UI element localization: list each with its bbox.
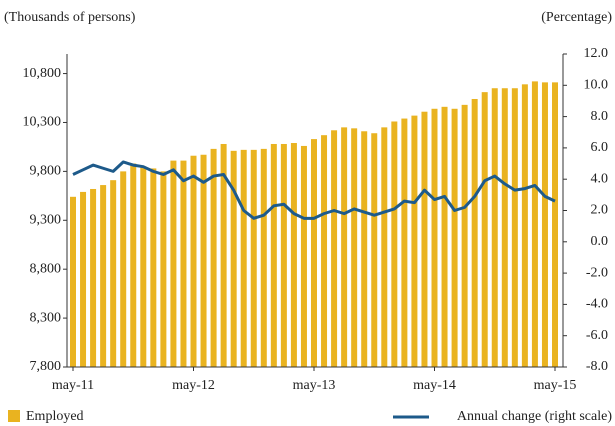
bar: [411, 115, 418, 367]
bar: [220, 143, 227, 367]
bar: [240, 149, 247, 367]
bar: [511, 88, 518, 367]
bar: [461, 104, 468, 368]
bar: [321, 135, 328, 367]
legend-swatch: [8, 410, 20, 422]
bar: [491, 88, 498, 367]
bar: [431, 108, 438, 368]
bar: [331, 130, 338, 367]
bar: [210, 148, 217, 367]
y-tick-label: 7,800: [30, 359, 62, 374]
y2-tick-label: 10.0: [584, 78, 609, 93]
bar: [100, 185, 107, 367]
bar: [300, 145, 307, 367]
bar: [471, 98, 478, 368]
bar: [361, 131, 368, 367]
y-axis-label: (Thousands of persons): [4, 10, 136, 25]
y2-tick-label: 12.0: [584, 46, 609, 61]
bar: [541, 82, 548, 367]
x-tick-label: may-11: [52, 378, 94, 393]
legend-label: Annual change (right scale): [457, 409, 612, 424]
bar: [371, 133, 378, 367]
y2-tick-label: -4.0: [586, 297, 608, 312]
bar: [160, 171, 167, 367]
bar: [70, 196, 76, 367]
bar: [120, 171, 127, 367]
y2-tick-label: 2.0: [591, 203, 609, 218]
bar: [90, 188, 97, 367]
bar: [421, 111, 428, 367]
line: [72, 160, 556, 220]
bar: [130, 163, 137, 367]
bar: [451, 108, 458, 368]
bar: [552, 82, 558, 367]
bar: [481, 92, 488, 367]
y-tick-label: 9,800: [30, 164, 62, 179]
bar: [521, 84, 528, 368]
bar: [401, 118, 408, 368]
x-tick-label: may-14: [413, 378, 456, 393]
bar: [150, 168, 157, 367]
y2-tick-label: 0.0: [591, 234, 609, 249]
y2-tick-label: -2.0: [586, 265, 608, 280]
x-tick-label: may-15: [534, 378, 577, 393]
bar: [441, 106, 448, 367]
bar: [311, 139, 317, 367]
y2-axis-label: (Percentage): [541, 10, 612, 25]
bar: [381, 127, 388, 367]
y-tick-label: 8,300: [30, 310, 62, 325]
bar: [501, 88, 508, 367]
bar: [190, 155, 197, 367]
y2-tick-label: -8.0: [586, 359, 608, 374]
bar: [260, 148, 267, 367]
bar: [391, 121, 398, 367]
y2-tick-label: -6.0: [586, 328, 608, 343]
bar: [180, 160, 187, 367]
y2-tick-label: 8.0: [591, 109, 609, 124]
y-tick-label: 8,800: [30, 261, 62, 276]
y-tick-label: 10,800: [23, 66, 62, 81]
bar: [531, 81, 538, 367]
x-tick-label: may-12: [172, 378, 215, 393]
bar: [270, 143, 277, 367]
legend-label: Employed: [26, 409, 84, 424]
bar: [290, 143, 297, 367]
x-tick-label: may-13: [293, 378, 336, 393]
bar: [351, 128, 358, 367]
bar: [250, 149, 257, 367]
bar: [110, 180, 117, 367]
y-tick-label: 9,300: [30, 213, 62, 228]
bar: [140, 166, 147, 367]
bar: [280, 143, 287, 367]
y-tick-label: 10,300: [23, 115, 62, 130]
bar: [341, 127, 348, 367]
bar: [80, 191, 87, 367]
y2-tick-label: 4.0: [591, 171, 609, 186]
bar: [170, 160, 177, 367]
bar: [230, 150, 237, 367]
y2-tick-label: 6.0: [591, 140, 609, 155]
bar: [200, 154, 207, 367]
